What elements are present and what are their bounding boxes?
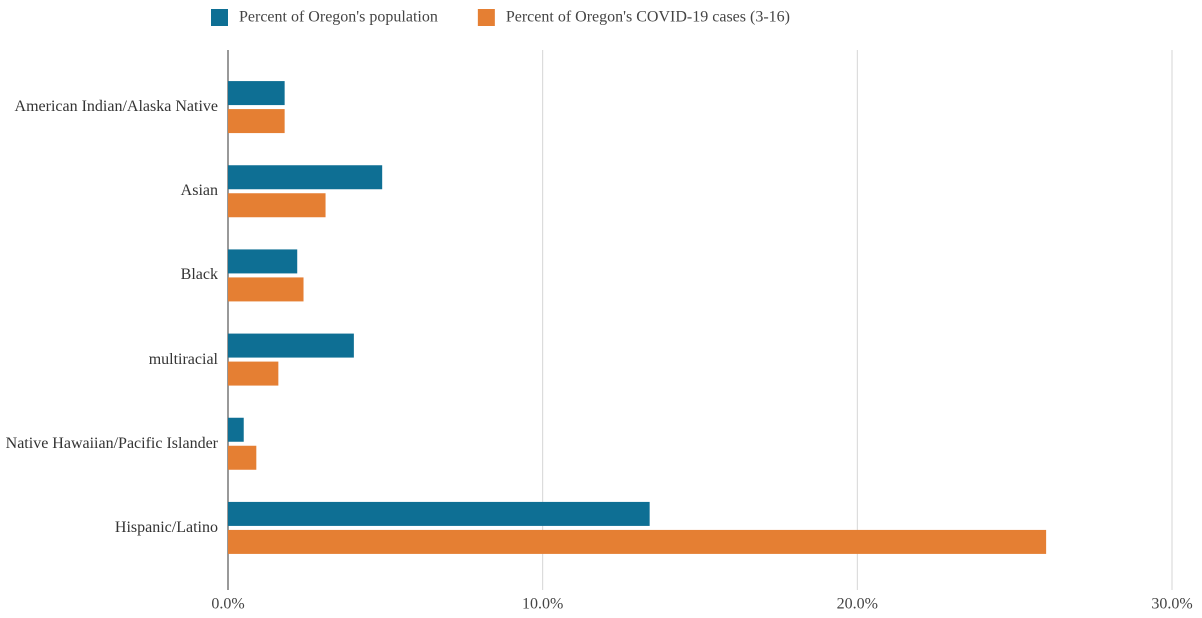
x-tick-label: 10.0%	[522, 596, 563, 613]
y-tick-label: American Indian/Alaska Native	[14, 98, 218, 116]
bar	[228, 361, 279, 386]
bar	[228, 445, 257, 470]
bar	[228, 417, 244, 442]
legend-swatch	[211, 9, 228, 26]
y-tick-label: Hispanic/Latino	[114, 518, 218, 536]
legend-swatch	[477, 9, 495, 26]
bar	[228, 109, 285, 134]
bar	[228, 165, 383, 190]
y-tick-label: Native Hawaiian/Pacific Islander	[5, 434, 218, 452]
y-tick-label: Black	[180, 266, 218, 284]
x-tick-label: 20.0%	[837, 596, 878, 613]
bar	[228, 249, 298, 274]
y-tick-label: Asian	[180, 182, 218, 200]
bar	[228, 277, 304, 302]
bar	[228, 81, 285, 106]
legend-label: Percent of Oregon's population	[239, 9, 438, 26]
x-tick-label: 0.0%	[211, 596, 244, 613]
y-tick-label: multiracial	[148, 350, 218, 368]
bar	[228, 529, 1047, 554]
bar	[228, 501, 650, 526]
x-tick-label: 30.0%	[1151, 596, 1192, 613]
bar	[228, 333, 354, 358]
bar	[228, 193, 326, 218]
legend-label: Percent of Oregon's COVID-19 cases (3-16…	[506, 9, 790, 26]
